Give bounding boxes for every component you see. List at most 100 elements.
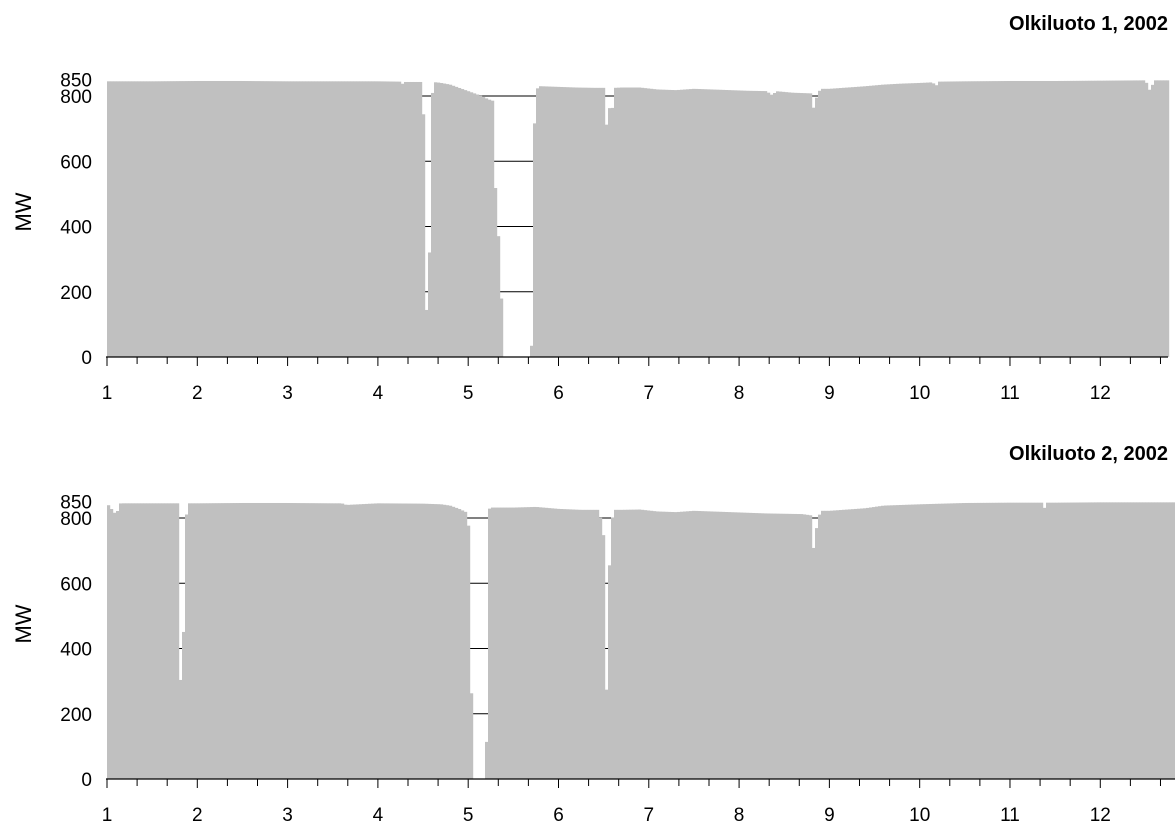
data-bar (863, 86, 867, 357)
data-bar (224, 503, 228, 779)
data-bar (140, 81, 144, 357)
data-bar (386, 81, 390, 358)
data-bar (266, 81, 270, 358)
data-bar (959, 503, 963, 779)
data-bar (536, 507, 540, 779)
data-bar (725, 90, 729, 357)
data-bar (917, 504, 921, 779)
data-bar (1067, 502, 1071, 779)
data-bar (731, 90, 735, 357)
data-bar (1124, 502, 1128, 779)
data-bar (815, 97, 819, 357)
data-bar (1124, 80, 1128, 357)
data-bar (317, 503, 321, 779)
data-bar (404, 81, 408, 357)
data-bar (125, 503, 129, 779)
data-bar (917, 82, 921, 358)
data-bar (551, 508, 555, 779)
data-bar (164, 503, 168, 779)
data-bar (581, 87, 585, 357)
x-tick-label: 9 (824, 805, 835, 826)
data-bar (1076, 80, 1080, 357)
data-bar (938, 503, 942, 779)
data-bar (332, 503, 336, 779)
data-bar (1160, 80, 1164, 357)
data-bar (626, 509, 630, 779)
data-bar (833, 88, 837, 357)
y-tick-label: 200 (60, 283, 92, 304)
data-bar (746, 512, 750, 779)
data-bar (350, 504, 354, 779)
data-bar (230, 80, 234, 358)
data-bar (809, 515, 813, 779)
data-bar (851, 509, 855, 779)
data-bar (335, 81, 339, 357)
data-bar (1070, 502, 1074, 779)
data-bar (377, 503, 381, 779)
data-bar (455, 507, 459, 779)
data-bar (650, 510, 654, 779)
data-bar (1028, 80, 1032, 358)
data-bar (326, 81, 330, 357)
data-bar (848, 87, 852, 358)
data-bar (860, 508, 864, 779)
data-bar (599, 87, 603, 357)
data-bar (656, 89, 660, 357)
data-bar (530, 345, 534, 357)
data-bar (632, 509, 636, 779)
x-tick-label: 4 (373, 383, 384, 404)
data-bar (674, 90, 678, 358)
data-bar (1094, 80, 1098, 357)
data-bar (293, 81, 297, 357)
data-bar (428, 252, 432, 357)
data-bar (545, 507, 549, 779)
data-bar (572, 509, 576, 779)
data-bar (608, 108, 612, 358)
data-bar (209, 503, 213, 779)
data-bar (179, 679, 183, 779)
data-bar (629, 509, 633, 779)
data-bar (764, 91, 768, 357)
data-bar (857, 86, 861, 357)
x-tick-label: 7 (644, 383, 655, 404)
data-bar (725, 512, 729, 779)
data-bar (707, 89, 711, 357)
data-bar (425, 309, 429, 357)
data-bar (827, 88, 831, 357)
data-bar (1034, 80, 1038, 358)
data-bar (953, 503, 957, 779)
data-bar (932, 83, 936, 357)
data-bar (272, 81, 276, 357)
data-bar (581, 509, 585, 779)
data-bar (881, 84, 885, 358)
data-bar (644, 510, 648, 779)
data-bar (866, 86, 870, 357)
data-bar (710, 89, 714, 358)
y-axis-label: MW (11, 192, 36, 231)
data-bar (398, 503, 402, 779)
x-tick-label: 11 (1000, 383, 1020, 404)
data-bar (182, 631, 186, 779)
data-bar (833, 510, 837, 779)
data-bar (218, 503, 222, 779)
data-bar (200, 80, 204, 358)
data-bar (659, 511, 663, 779)
data-bar (731, 512, 735, 779)
data-bar (821, 88, 825, 357)
data-bar (770, 513, 774, 779)
data-bar (905, 83, 909, 358)
data-bar (1163, 80, 1167, 357)
data-bar (743, 90, 747, 358)
y-tick-label: 400 (60, 640, 92, 661)
data-bar (512, 507, 516, 779)
data-bar (719, 89, 723, 357)
data-bar (1031, 80, 1035, 358)
data-bar (776, 513, 780, 779)
data-bar (749, 90, 753, 357)
data-bar (944, 81, 948, 358)
data-bar (836, 88, 840, 358)
data-bar (170, 503, 174, 779)
data-bar (257, 81, 261, 358)
data-bar (884, 505, 888, 779)
x-tick-label: 1 (102, 383, 113, 404)
